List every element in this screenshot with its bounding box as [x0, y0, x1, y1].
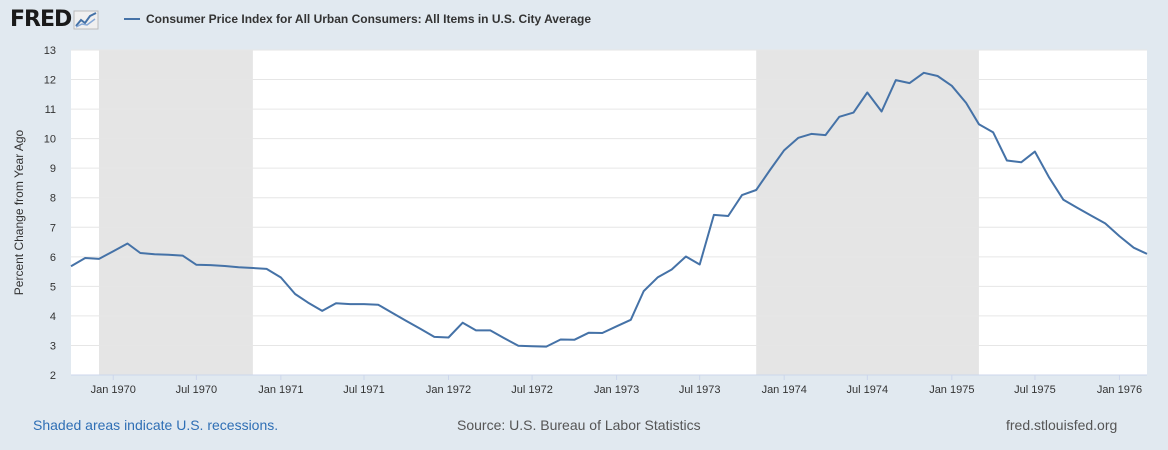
chart-legend[interactable]: Consumer Price Index for All Urban Consu… — [124, 11, 591, 27]
y-tick-label-9: 9 — [50, 163, 56, 175]
site-link[interactable]: fred.stlouisfed.org — [1006, 417, 1118, 433]
source-text: Source: U.S. Bureau of Labor Statistics — [457, 417, 701, 433]
legend-series-label: Consumer Price Index for All Urban Consu… — [146, 12, 591, 26]
legend-line-swatch — [124, 18, 140, 20]
x-tick-label-8: Jan 1974 — [762, 384, 807, 396]
y-tick-label-12: 12 — [44, 75, 56, 87]
y-axis-label: Percent Change from Year Ago — [12, 129, 26, 295]
y-tick-label-4: 4 — [50, 311, 56, 323]
x-tick-label-9: Jul 1974 — [847, 384, 889, 396]
y-axis-ticks: 2 3 4 5 6 7 8 9 10 11 12 13 — [44, 45, 56, 382]
chart-trend-icon — [73, 10, 99, 30]
x-tick-label-4: Jan 1972 — [426, 384, 471, 396]
y-tick-label-11: 11 — [45, 104, 56, 116]
y-tick-label-8: 8 — [50, 193, 56, 205]
y-tick-label-5: 5 — [50, 281, 56, 293]
fred-logo-text: FRED — [10, 7, 72, 32]
fred-logo[interactable]: FRED — [10, 7, 99, 33]
x-tick-label-12: Jan 1976 — [1097, 384, 1142, 396]
x-tick-label-7: Jul 1973 — [679, 384, 721, 396]
x-tick-label-10: Jan 1975 — [929, 384, 974, 396]
y-tick-label-10: 10 — [44, 134, 56, 146]
x-tick-label-6: Jan 1973 — [594, 384, 639, 396]
x-tick-label-5: Jul 1972 — [511, 384, 553, 396]
x-tick-label-1: Jul 1970 — [176, 384, 218, 396]
recession-shading — [99, 50, 979, 375]
y-tick-label-7: 7 — [50, 222, 56, 234]
y-tick-label-2: 2 — [50, 370, 56, 382]
y-tick-label-13: 13 — [44, 45, 56, 57]
recession-band-1 — [99, 50, 253, 375]
y-tick-label-6: 6 — [50, 252, 56, 264]
y-tick-label-3: 3 — [50, 340, 56, 352]
x-tick-label-2: Jan 1971 — [258, 384, 303, 396]
x-axis-ticks: Jan 1970 Jul 1970 Jan 1971 Jul 1971 Jan 1972… — [71, 374, 1147, 396]
series-line-cpi[interactable] — [70, 71, 1148, 348]
x-tick-label-0: Jan 1970 — [91, 384, 136, 396]
x-tick-label-11: Jul 1975 — [1014, 384, 1056, 396]
recession-note-link[interactable]: Shaded areas indicate U.S. recessions. — [33, 417, 279, 433]
recession-band-2 — [756, 50, 979, 375]
x-tick-label-3: Jul 1971 — [343, 384, 385, 396]
